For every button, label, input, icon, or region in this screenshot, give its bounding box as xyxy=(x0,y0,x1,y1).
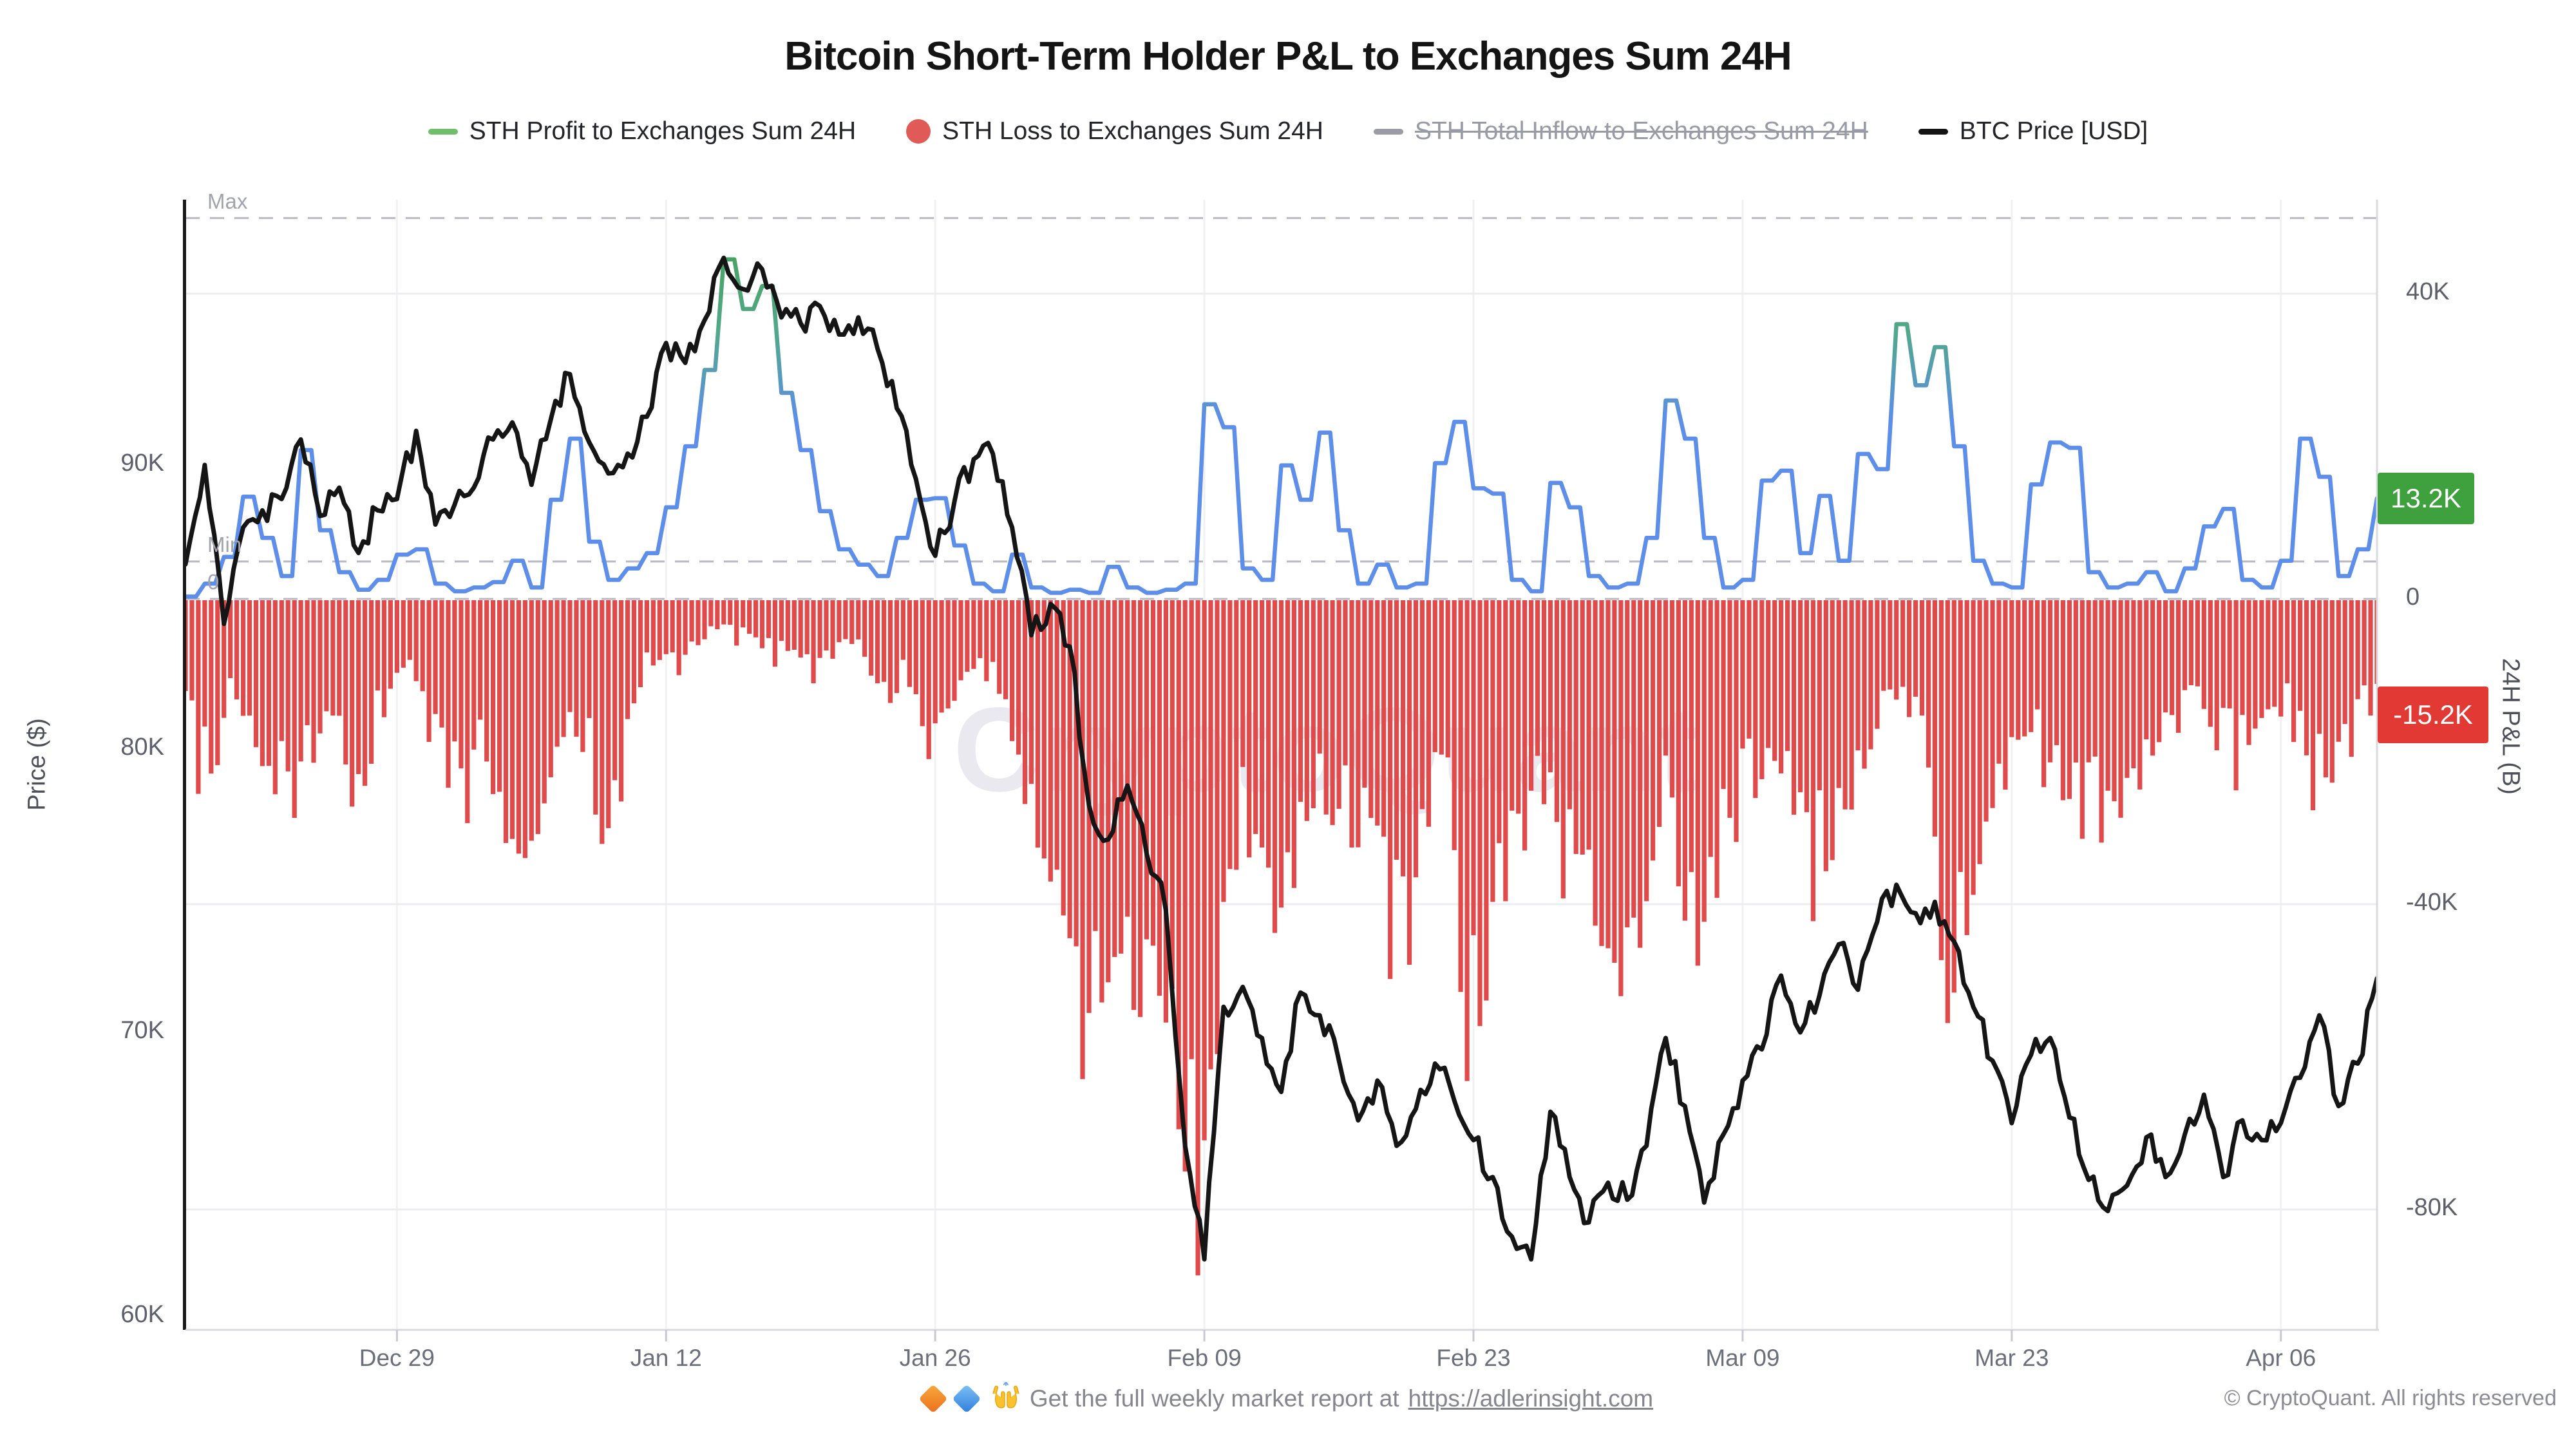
legend-item-sth-profit[interactable]: STH Profit to Exchanges Sum 24H xyxy=(428,117,856,146)
y-left-tick-label: 70K xyxy=(120,1017,164,1044)
y-left-tick-label: 60K xyxy=(120,1300,164,1328)
y-right-tick-label: 40K xyxy=(2406,278,2450,305)
copyright-text: © CryptoQuant. All rights reserved xyxy=(2224,1386,2557,1410)
legend-item-sth-loss[interactable]: STH Loss to Exchanges Sum 24H xyxy=(906,117,1323,146)
profit-line-swatch-icon xyxy=(428,128,458,135)
profit-line xyxy=(185,257,2377,599)
legend-label: STH Loss to Exchanges Sum 24H xyxy=(942,117,1323,145)
zero-reference-label: 0 xyxy=(207,570,220,594)
x-tick-label: Apr 06 xyxy=(2246,1345,2316,1371)
x-tick-label: Jan 12 xyxy=(630,1345,702,1371)
y-axis-right-title: 24H P&L (B) xyxy=(2497,658,2524,795)
min-reference-label: Min xyxy=(207,533,242,556)
legend: STH Profit to Exchanges Sum 24H STH Loss… xyxy=(0,117,2576,146)
blue-diamond-icon xyxy=(952,1383,981,1414)
legend-label: BTC Price [USD] xyxy=(1959,117,2148,145)
x-tick-label: Dec 29 xyxy=(359,1345,435,1371)
loss-circle-swatch-icon xyxy=(906,119,931,144)
raising-hands-icon xyxy=(991,1382,1021,1415)
legend-label: STH Profit to Exchanges Sum 24H xyxy=(469,117,857,145)
orange-diamond-icon xyxy=(918,1383,948,1414)
footer: Get the full weekly market report at htt… xyxy=(0,1382,2576,1415)
loss-bars xyxy=(185,600,2377,1276)
x-tick-label: Jan 26 xyxy=(899,1345,971,1371)
y-left-tick-label: 80K xyxy=(120,733,164,761)
y-left-tick-label: 90K xyxy=(120,450,164,477)
profit-current-value-badge: 13.2K xyxy=(2378,472,2474,524)
x-tick-label: Feb 23 xyxy=(1436,1345,1511,1371)
max-reference-label: Max xyxy=(207,189,248,213)
inflow-line-swatch-icon xyxy=(1373,128,1403,135)
y-axis-left-title: Price ($) xyxy=(23,718,51,811)
x-tick-label: Mar 09 xyxy=(1705,1345,1780,1371)
legend-item-btc-price[interactable]: BTC Price [USD] xyxy=(1918,117,2148,146)
legend-label: STH Total Inflow to Exchanges Sum 24H xyxy=(1414,117,1868,145)
y-right-tick-label: -80K xyxy=(2406,1194,2458,1221)
x-tick-label: Mar 23 xyxy=(1975,1345,2049,1371)
y-right-tick-label: -40K xyxy=(2406,889,2458,916)
legend-item-sth-total-inflow[interactable]: STH Total Inflow to Exchanges Sum 24H xyxy=(1373,117,1868,146)
btc-price-line xyxy=(185,255,2377,1262)
y-right-tick-label: 0 xyxy=(2406,583,2420,611)
loss-current-value-badge: -15.2K xyxy=(2378,687,2488,744)
footer-message: Get the full weekly market report at xyxy=(1029,1385,1399,1412)
footer-link[interactable]: https://adlerinsight.com xyxy=(1408,1385,1654,1412)
page-title: Bitcoin Short-Term Holder P&L to Exchang… xyxy=(784,34,1792,79)
price-line-swatch-icon xyxy=(1918,128,1948,135)
x-tick-label: Feb 09 xyxy=(1167,1345,1242,1371)
